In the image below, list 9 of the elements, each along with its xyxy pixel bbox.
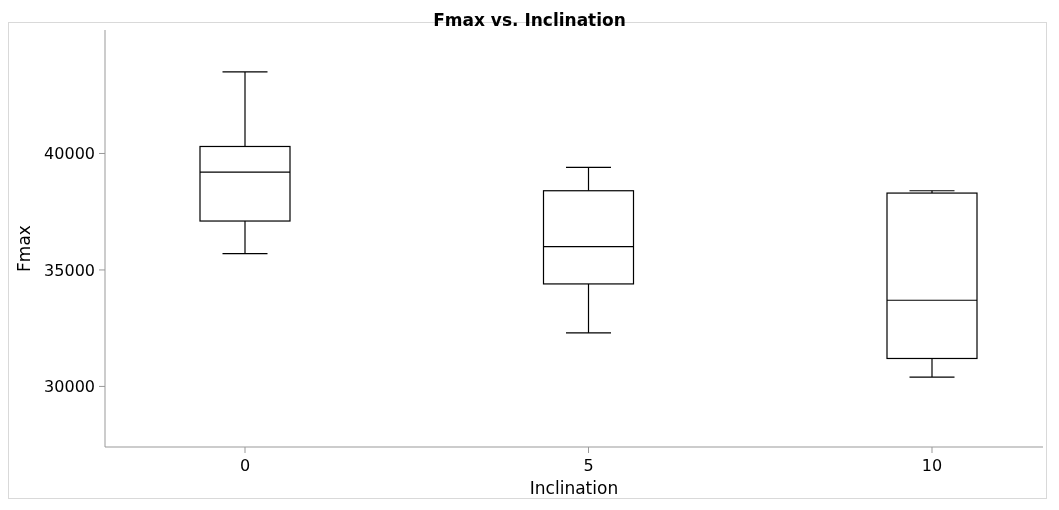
x-tick-label: 10 [921,456,943,475]
y-tick-label: 30000 [44,377,95,397]
y-axis-title: Fmax [14,225,34,272]
y-tick-label: 40000 [44,144,95,164]
x-tick-label: 5 [583,456,594,475]
x-axis-title: Inclination [529,478,619,498]
chart-title: Fmax vs. Inclination [433,10,626,30]
y-tick-label: 35000 [44,260,95,280]
x-tick-label: 0 [239,456,251,475]
